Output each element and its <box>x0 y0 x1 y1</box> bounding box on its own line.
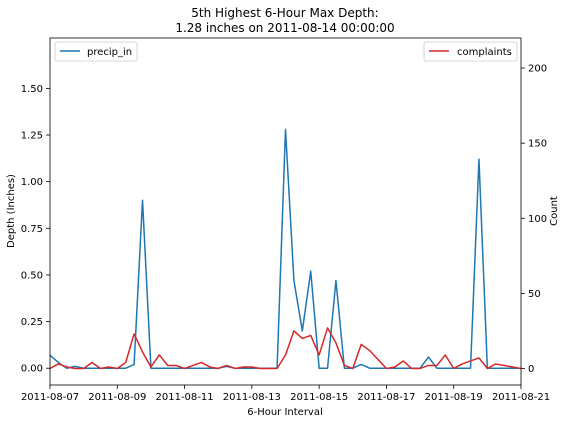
legend-complaints-label: complaints <box>457 47 512 58</box>
chart-title-line-1: 5th Highest 6-Hour Max Depth: <box>191 6 378 20</box>
y-right-tick-label: 150 <box>528 139 547 150</box>
legend-precip: precip_in <box>54 41 138 62</box>
y-right-tick-label: 50 <box>528 289 541 300</box>
y-left-tick-label: 0.75 <box>21 224 43 235</box>
axes-layer: 2011-08-07 2011-08-09 2011-08-11 2011-08-13… <box>21 64 550 403</box>
y-left-tick-label: 1.50 <box>21 84 43 95</box>
y-right-tick-label: 100 <box>528 214 547 225</box>
series-line-complaints <box>49 327 522 370</box>
chart-title-line-2: 1.28 inches on 2011-08-14 00:00:00 <box>175 21 394 35</box>
x-tick-label: 2011-08-17 <box>357 392 415 403</box>
series-layer <box>49 128 522 370</box>
y-right-tick-label: 200 <box>528 64 547 75</box>
x-tick-label: 2011-08-21 <box>492 392 550 403</box>
plot-frame <box>49 37 522 386</box>
x-tick-label: 2011-08-13 <box>223 392 281 403</box>
x-tick-label: 2011-08-19 <box>425 392 483 403</box>
x-tick-label: 2011-08-07 <box>21 392 79 403</box>
y-axis-label-right: Count <box>549 196 560 226</box>
x-axis-label: 6-Hour Interval <box>247 407 323 418</box>
y-axis-label-left: Depth (Inches) <box>6 174 17 248</box>
series-line-precip-in <box>49 128 521 369</box>
x-tick-label: 2011-08-09 <box>88 392 146 403</box>
y-left-tick-label: 0.50 <box>21 270 43 281</box>
y-left-tick-label: 0.00 <box>21 364 43 375</box>
legend-precip-label: precip_in <box>87 47 132 58</box>
y-right-tick-label: 0 <box>528 364 534 375</box>
x-tick-label: 2011-08-11 <box>156 392 214 403</box>
y-left-tick-label: 1.25 <box>21 131 43 142</box>
legend-complaints: complaints <box>423 41 518 62</box>
legend-complaints-box <box>423 41 518 62</box>
y-left-tick-label: 1.00 <box>21 177 43 188</box>
x-tick-label: 2011-08-15 <box>290 392 348 403</box>
y-left-tick-label: 0.25 <box>21 317 43 328</box>
legend-precip-box <box>54 41 138 62</box>
